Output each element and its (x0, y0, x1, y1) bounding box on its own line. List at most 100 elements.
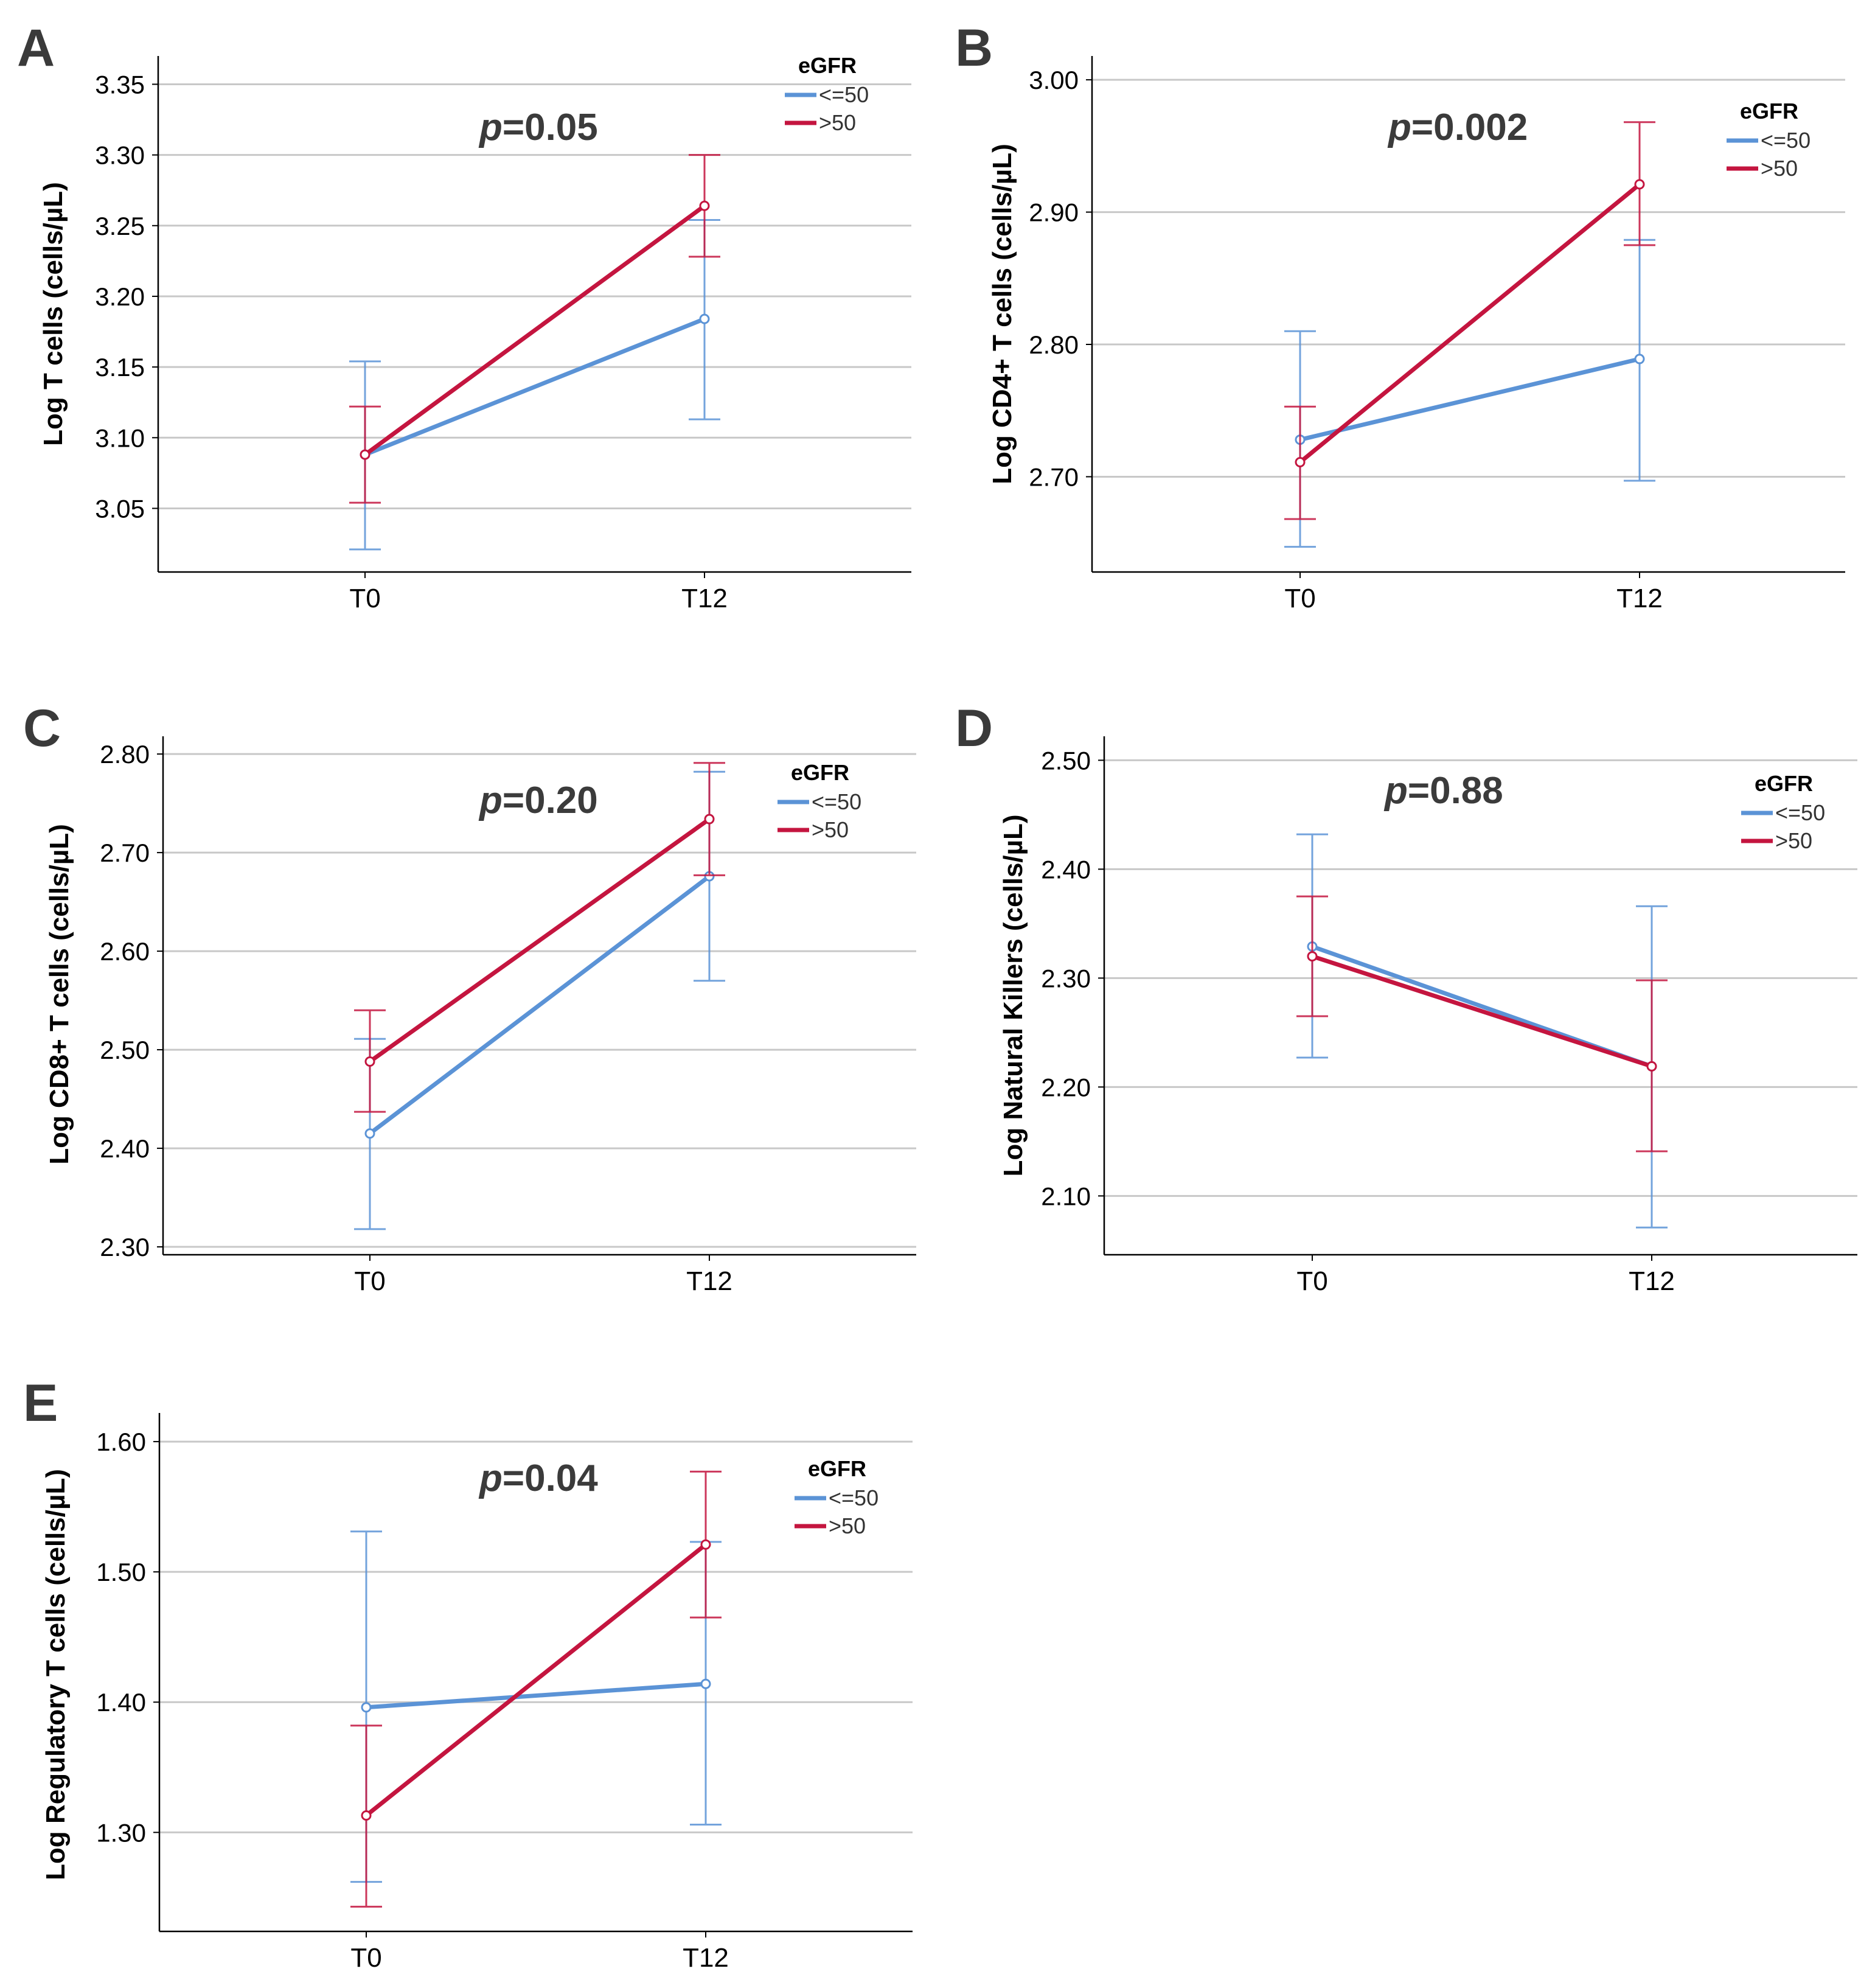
panel-c-legend-label-le50: <=50 (812, 789, 861, 814)
panel-e-point-gt50-t12 (700, 1539, 711, 1550)
panel-c-xtick-label-t12: T12 (686, 1266, 732, 1296)
panel-d-point-gt50-t0 (1307, 951, 1318, 962)
panel-a-y-axis-label: Log T cells (cells/µL) (38, 182, 68, 446)
panel-c-p-number: =0.20 (503, 780, 598, 821)
panel-b: B 2.70 2.80 2.90 3.00 T0 T12 Log CD4+ T cells (… (955, 19, 1845, 613)
panel-c-p-value: p=0.20 (478, 780, 598, 821)
panel-d-ytick-label: 2.30 (1041, 964, 1091, 992)
panel-b-letter: B (955, 19, 993, 77)
panel-d-p-number: =0.88 (1408, 770, 1503, 812)
panel-c-series-line-gt50 (367, 817, 712, 1064)
panel-d-point-gt50-t12 (1646, 1061, 1657, 1072)
panel-e-p-value: p=0.04 (478, 1457, 598, 1499)
panel-b-legend-label-gt50: >50 (1761, 156, 1798, 181)
panel-d-y-axis-label: Log Natural Killers (cells/µL) (998, 814, 1028, 1176)
panel-e-point-le50-t12 (700, 1678, 711, 1689)
panel-b-ytick-label: 2.70 (1029, 462, 1079, 491)
panel-d-legend-label-gt50: >50 (1775, 828, 1812, 853)
panel-d-ytick-label: 2.40 (1041, 855, 1091, 884)
panel-b-ytick-label: 2.90 (1029, 198, 1079, 227)
panel-b-point-gt50-t12 (1634, 179, 1645, 190)
panel-e-p-number: =0.04 (503, 1457, 598, 1499)
panel-e-legend-label-le50: <=50 (829, 1485, 878, 1510)
panel-e-point-gt50-t0 (361, 1810, 372, 1821)
panel-a-ytick-label: 3.15 (95, 353, 145, 382)
panel-e-ytick-label: 1.50 (96, 1558, 146, 1586)
panel-e-ytick-label: 1.30 (96, 1818, 146, 1847)
panel-c-legend-title: eGFR (791, 760, 849, 785)
panel-a-legend: eGFR <=50 >50 (785, 53, 869, 135)
panel-d-ytick-label: 2.50 (1041, 746, 1091, 775)
panel-b-ytick-label: 3.00 (1029, 66, 1079, 94)
panel-c-legend-label-gt50: >50 (812, 817, 849, 842)
panel-a-p-value: p=0.05 (478, 106, 598, 148)
panel-c-xtick-label-t0: T0 (354, 1266, 385, 1296)
panel-a-p-number: =0.05 (503, 106, 598, 148)
panel-c-letter: C (23, 699, 61, 758)
panel-a-point-gt50-t0 (360, 449, 370, 460)
panel-c-ytick-label: 2.40 (100, 1134, 150, 1163)
panel-b-point-gt50-t0 (1295, 457, 1306, 468)
panel-d-legend-title: eGFR (1755, 771, 1813, 796)
panel-b-p-number: =0.002 (1411, 106, 1528, 148)
panel-d-ytick-label: 2.10 (1041, 1182, 1091, 1210)
panel-b-ytick-label: 2.80 (1029, 330, 1079, 359)
panel-b-series-line-gt50 (1298, 182, 1642, 465)
panel-b-legend-label-le50: <=50 (1761, 128, 1811, 153)
panel-e-series-line-gt50 (364, 1542, 708, 1818)
panel-c: C 2.30 2.40 2.50 2.60 2.70 2.80 T0 T12 Log CD8+ T… (23, 699, 916, 1296)
panel-a-ytick-label: 3.30 (95, 141, 145, 170)
panel-e-series-line-le50 (364, 1681, 708, 1710)
panel-d-legend-label-le50: <=50 (1775, 800, 1825, 825)
panel-e-legend-label-gt50: >50 (829, 1513, 866, 1538)
panel-e-ytick-label: 1.60 (96, 1428, 146, 1456)
panel-b-y-axis-label: Log CD4+ T cells (cells/µL) (987, 144, 1017, 484)
panel-c-legend: eGFR <=50 >50 (777, 760, 861, 842)
panel-e-legend-title: eGFR (808, 1456, 866, 1481)
panel-a-xtick-label-t0: T0 (349, 584, 380, 613)
panel-a-ytick-label: 3.10 (95, 424, 145, 452)
panel-c-series-line-le50 (367, 874, 712, 1136)
panel-e-ytick-label: 1.40 (96, 1688, 146, 1717)
panel-b-legend-title: eGFR (1740, 99, 1798, 124)
panel-a-xtick-label-t12: T12 (681, 584, 728, 613)
panel-e-y-axis-label: Log Regulatory T cells (cells/µL) (41, 1469, 71, 1880)
panel-b-series-line-le50 (1298, 357, 1642, 442)
panel-a-letter: A (17, 19, 55, 77)
panel-d: D 2.10 2.20 2.30 2.40 2.50 T0 T12 Log Natural Ki… (955, 699, 1857, 1296)
panel-a-legend-title: eGFR (798, 53, 857, 78)
panel-d-p-value: p=0.88 (1383, 770, 1503, 812)
panel-b-xtick-label-t0: T0 (1284, 584, 1315, 613)
panel-a-ytick-label: 3.25 (95, 212, 145, 240)
panel-b-p-value: p=0.002 (1387, 106, 1528, 148)
panel-e-xtick-label-t12: T12 (683, 1943, 729, 1973)
panel-a-point-le50-t12 (699, 313, 710, 324)
panel-b-xtick-label-t12: T12 (1616, 584, 1663, 613)
panel-c-ytick-label: 2.30 (100, 1233, 150, 1261)
panel-e-point-le50-t0 (361, 1702, 372, 1713)
panel-a-ytick-label: 3.05 (95, 494, 145, 523)
panel-a-series-line-le50 (363, 316, 707, 457)
panel-d-ytick-label: 2.20 (1041, 1073, 1091, 1101)
panel-e-letter: E (23, 1374, 58, 1432)
panel-a-series-line-gt50 (363, 203, 707, 457)
panel-a-ytick-label: 3.35 (95, 70, 145, 99)
panel-d-letter: D (955, 699, 993, 758)
panel-d-xtick-label-t0: T0 (1296, 1266, 1327, 1296)
panel-d-legend: eGFR <=50 >50 (1741, 771, 1825, 853)
panel-a-p-symbol: p (478, 106, 503, 148)
panel-a-legend-label-gt50: >50 (819, 110, 856, 135)
panel-e: E 1.30 1.40 1.50 1.60 T0 T12 Log Regulatory T c… (23, 1374, 913, 1973)
panel-a-legend-label-le50: <=50 (819, 82, 869, 107)
panel-d-xtick-label-t12: T12 (1629, 1266, 1675, 1296)
panel-a-ytick-label: 3.20 (95, 282, 145, 311)
panels-layer: A 3.05 3.10 3.15 3.20 3.25 3.30 3.35 T0 T12 Log T … (17, 19, 1857, 1973)
panel-c-p-symbol: p (478, 780, 503, 821)
panel-d-p-symbol: p (1383, 770, 1408, 812)
panel-c-y-axis-label: Log CD8+ T cells (cells/µL) (44, 824, 74, 1165)
panel-c-ytick-label: 2.60 (100, 937, 150, 966)
panel-b-point-le50-t12 (1634, 354, 1645, 364)
panel-b-p-symbol: p (1387, 106, 1411, 148)
panel-c-ytick-label: 2.70 (100, 839, 150, 867)
panel-a-point-gt50-t12 (699, 200, 710, 211)
